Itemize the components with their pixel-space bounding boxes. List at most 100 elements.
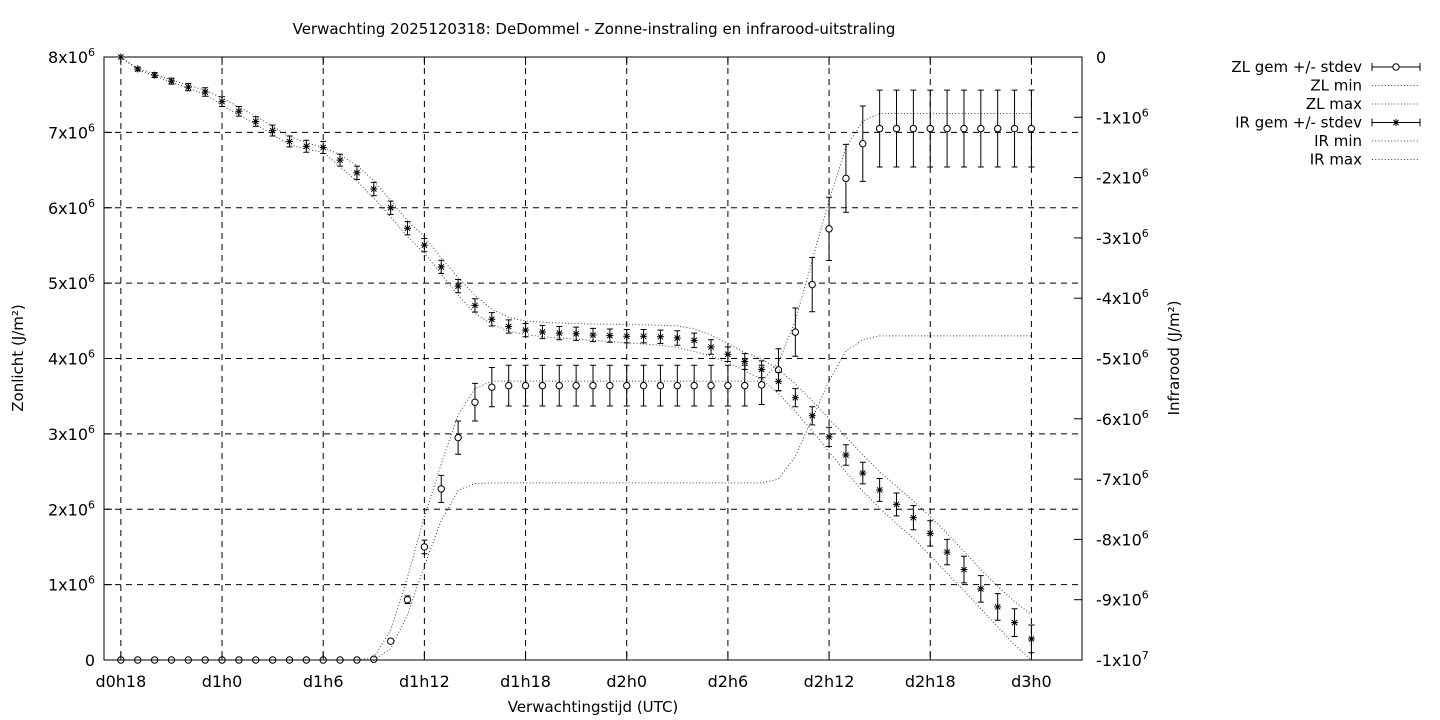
ir-mean-point [522, 326, 530, 334]
y2-tick-label: -1x106 [1096, 106, 1149, 127]
zl-mean-point [741, 381, 749, 390]
ir-mean-point [623, 332, 631, 340]
zl-mean-point [521, 381, 530, 390]
ir-mean-point [656, 333, 664, 341]
y2-tick-label: -7x106 [1096, 468, 1149, 489]
ir-mean-point [876, 486, 884, 494]
y-axis-label: Zonlicht (J/m²) [9, 304, 27, 412]
legend-marker [1392, 63, 1400, 71]
x-tick-label: d2h18 [905, 672, 956, 691]
legend-label: ZL gem +/- stdev [1231, 58, 1362, 76]
ir-mean-point [943, 548, 951, 556]
zl-mean-point [943, 124, 951, 133]
zl-mean-point [875, 124, 884, 133]
ir-mean-point [960, 566, 968, 574]
zl-mean-point [555, 381, 563, 390]
zl-mean-point [791, 328, 800, 336]
ir-mean-point [471, 301, 479, 309]
zl-mean-point [960, 124, 968, 133]
y2-tick-label: 0 [1096, 48, 1106, 67]
zl-mean-point [589, 381, 597, 390]
ir-mean-point [909, 514, 917, 522]
ir-mean-point [235, 107, 243, 115]
zl-mean-point [825, 225, 833, 233]
y2-tick-label: -8x106 [1096, 528, 1149, 549]
x-tick-label: d3h0 [1011, 672, 1052, 691]
x-tick-label: d1h12 [399, 672, 450, 691]
ir-mean-point [201, 88, 209, 96]
zl-mean-point [859, 139, 867, 148]
y-tick-label: 8x106 [48, 46, 95, 67]
ir-mean-point [842, 451, 850, 459]
zl-mean-point [420, 543, 429, 551]
ir-mean-point [370, 185, 378, 193]
legend-label: IR min [1314, 132, 1362, 150]
ir-mean-point [589, 331, 597, 339]
ir-mean-point [690, 336, 698, 344]
y-tick-label: 3x106 [48, 423, 95, 444]
zl-mean-point [1027, 124, 1036, 133]
y2-tick-label: -9x106 [1096, 589, 1149, 610]
ir-mean-point [488, 315, 496, 323]
y2-tick-label: -2x106 [1096, 167, 1149, 188]
y2-tick-label: -3x106 [1096, 227, 1149, 248]
y-tick-label: 6x106 [48, 197, 95, 218]
y-tick-label: 4x106 [48, 348, 95, 369]
y2-tick-label: -5x106 [1096, 348, 1149, 369]
x-tick-label: d1h0 [202, 672, 243, 691]
ir-mean-point [167, 77, 175, 85]
ir-mean-point [505, 323, 513, 331]
zl-mean-point [623, 381, 631, 390]
zl-mean-point [370, 655, 378, 663]
ir-mean-point [673, 334, 681, 342]
legend-marker [1392, 119, 1400, 126]
ir-mean-point [437, 263, 445, 271]
ir-mean-point [1011, 619, 1019, 627]
ir-mean-point [1027, 635, 1035, 643]
ir-mean-point [926, 529, 934, 537]
ir-mean-point [724, 350, 732, 358]
zl-mean-point [707, 381, 715, 390]
ir-mean-point [758, 365, 766, 373]
ir-mean-point [353, 169, 361, 177]
y2-tick-label: -6x106 [1096, 408, 1149, 429]
ir-mean-point [420, 241, 428, 249]
grid [104, 57, 1082, 660]
ir-mean-point [285, 137, 293, 145]
ir-mean-point [977, 585, 985, 593]
ir-mean-point [454, 282, 462, 290]
ir-mean-point [640, 332, 648, 340]
y-tick-label: 0 [85, 651, 95, 670]
legend-label: ZL max [1306, 95, 1362, 113]
y-tick-label: 2x106 [48, 498, 95, 519]
x-tick-label: d2h0 [606, 672, 647, 691]
x-axis-label: Verwachtingstijd (UTC) [508, 698, 679, 716]
zl-mean-point [892, 124, 901, 133]
zl-mean-point [656, 381, 665, 390]
ir-mean-point [184, 83, 192, 91]
x-tick-label: d1h6 [303, 672, 344, 691]
ir-mean-point [319, 143, 327, 151]
zl-mean-point [808, 280, 816, 289]
zl-mean-point [757, 381, 766, 389]
x-tick-label: d2h6 [708, 672, 749, 691]
ir-mean-point [538, 328, 546, 336]
zl-mean-point [437, 485, 445, 493]
ir-mean-point [825, 433, 833, 441]
ir-mean-point [606, 332, 614, 340]
ir-mean-point [555, 329, 563, 337]
zl-mean-point [606, 381, 614, 390]
zl-mean-point [842, 174, 850, 183]
legend-label: IR max [1310, 151, 1362, 169]
zl-mean-point [977, 124, 985, 133]
zl-mean-point [471, 398, 479, 406]
y2-tick-label: -4x106 [1096, 287, 1149, 308]
zl-mean-point [909, 124, 918, 133]
zl-mean-point [639, 381, 648, 390]
zl-mean-point [1010, 124, 1019, 133]
zl-range-line [120, 335, 1032, 661]
ir-mean-point [572, 330, 580, 338]
ir-mean-point [774, 377, 782, 385]
ir-mean-point [791, 394, 799, 402]
